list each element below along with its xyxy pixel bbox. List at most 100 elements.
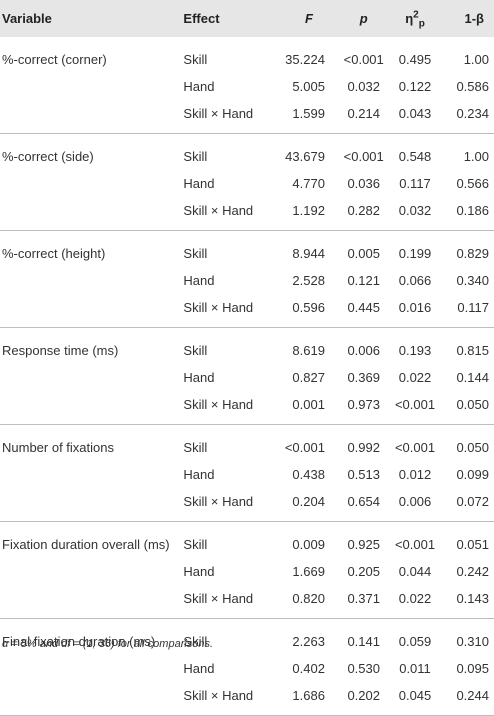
variable-cell bbox=[0, 267, 183, 294]
variable-cell bbox=[0, 461, 183, 488]
variable-cell bbox=[0, 655, 183, 682]
p-value-cell: 0.036 bbox=[347, 176, 380, 191]
p-value-cell: 0.214 bbox=[336, 100, 391, 134]
f-value-cell: 5.005 bbox=[292, 79, 325, 94]
p-value-cell: 0.005 bbox=[347, 246, 380, 261]
variable-cell bbox=[0, 391, 184, 425]
variable-cell bbox=[0, 73, 183, 100]
variable-cell bbox=[0, 294, 184, 328]
eta-squared-cell: 0.199 bbox=[398, 246, 432, 261]
eta-squared-cell: 0.045 bbox=[390, 682, 440, 716]
power-cell: 0.050 bbox=[439, 391, 494, 425]
eta-squared-cell: <0.001 bbox=[394, 537, 436, 552]
eta-squared-cell: <0.001 bbox=[390, 391, 440, 425]
f-value-cell: 1.686 bbox=[264, 682, 337, 716]
f-value-cell: <0.001 bbox=[284, 440, 325, 455]
effect-cell: Skill bbox=[183, 634, 208, 649]
header-power: 1-β bbox=[439, 0, 494, 37]
power-cell: 0.340 bbox=[456, 273, 489, 288]
p-value-cell: 0.371 bbox=[336, 585, 391, 619]
p-value-cell: 0.445 bbox=[336, 294, 391, 328]
f-value-cell: 2.263 bbox=[292, 634, 325, 649]
variable-cell bbox=[0, 585, 184, 619]
table-row: Number of fixations Skill <0.001 0.992 <0.00… bbox=[0, 425, 494, 462]
table-body: %-correct (corner) Skill 35.224 <0.001 0.495… bbox=[0, 37, 494, 716]
power-cell: 0.310 bbox=[456, 634, 489, 649]
table-footnote: α = 5% and df = (1, 36) for all comparis… bbox=[2, 638, 214, 650]
table-header: Variable Effect F p η2p 1-β bbox=[0, 0, 494, 37]
variable-cell bbox=[0, 170, 183, 197]
header-row: Variable Effect F p η2p 1-β bbox=[0, 0, 494, 37]
table-row: Hand 5.005 0.032 0.122 0.586 bbox=[0, 73, 494, 100]
power-cell: 0.099 bbox=[456, 467, 489, 482]
table-row: Response time (ms) Skill 8.619 0.006 0.193 0.… bbox=[0, 328, 494, 365]
eta-squared-cell: 0.059 bbox=[398, 634, 432, 649]
variable-cell: Number of fixations bbox=[2, 440, 114, 455]
effect-cell: Skill × Hand bbox=[183, 391, 265, 425]
table-row: %-correct (side) Skill 43.679 <0.001 0.548 1.… bbox=[0, 134, 494, 171]
variable-cell: %-correct (height) bbox=[2, 246, 106, 261]
effect-cell: Hand bbox=[183, 467, 215, 482]
header-p: p bbox=[336, 0, 391, 37]
p-value-cell: <0.001 bbox=[343, 52, 384, 67]
power-cell: 0.815 bbox=[456, 343, 489, 358]
eta-squared-cell: 0.032 bbox=[390, 197, 440, 231]
f-value-cell: 0.596 bbox=[264, 294, 337, 328]
effect-cell: Skill bbox=[183, 343, 208, 358]
f-value-cell: 35.224 bbox=[285, 52, 325, 67]
effect-cell: Skill bbox=[183, 440, 208, 455]
effect-cell: Hand bbox=[183, 661, 215, 676]
p-value-cell: 0.205 bbox=[347, 564, 380, 579]
power-cell: 0.186 bbox=[439, 197, 494, 231]
effect-cell: Skill bbox=[183, 537, 208, 552]
power-cell: 0.072 bbox=[439, 488, 494, 522]
f-value-cell: 2.528 bbox=[292, 273, 325, 288]
f-value-cell: 4.770 bbox=[292, 176, 325, 191]
table-row: Hand 4.770 0.036 0.117 0.566 bbox=[0, 170, 494, 197]
p-value-cell: 0.513 bbox=[347, 467, 380, 482]
effect-cell: Skill bbox=[183, 52, 208, 67]
eta-squared-cell: 0.193 bbox=[398, 343, 432, 358]
eta-squared-cell: 0.043 bbox=[390, 100, 440, 134]
eta-squared-cell: 0.495 bbox=[398, 52, 432, 67]
variable-cell: Final fixation duration (ms) bbox=[2, 634, 156, 649]
table-row: Skill × Hand 0.001 0.973 <0.001 0.050 bbox=[0, 391, 494, 425]
p-value-cell: 0.973 bbox=[336, 391, 391, 425]
effect-cell: Skill × Hand bbox=[183, 682, 265, 716]
table-row: %-correct (height) Skill 8.944 0.005 0.199 0.… bbox=[0, 231, 494, 268]
p-value-cell: 0.202 bbox=[336, 682, 391, 716]
power-cell: 1.00 bbox=[463, 149, 489, 164]
header-eta-symbol: η bbox=[405, 11, 414, 26]
f-value-cell: 0.438 bbox=[292, 467, 325, 482]
variable-cell: Response time (ms) bbox=[2, 343, 119, 358]
variable-cell bbox=[0, 488, 184, 522]
variable-cell bbox=[0, 558, 183, 585]
eta-squared-cell: 0.006 bbox=[390, 488, 440, 522]
eta-squared-cell: 0.016 bbox=[390, 294, 440, 328]
header-eta-subscript: p bbox=[418, 18, 425, 30]
power-cell: 0.144 bbox=[456, 370, 489, 385]
p-value-cell: 0.925 bbox=[347, 537, 380, 552]
f-value-cell: 8.944 bbox=[292, 246, 325, 261]
f-value-cell: 1.669 bbox=[292, 564, 325, 579]
table-row: Skill × Hand 1.599 0.214 0.043 0.234 bbox=[0, 100, 494, 134]
header-f: F bbox=[264, 0, 337, 37]
eta-squared-cell: 0.022 bbox=[390, 585, 440, 619]
f-value-cell: 1.192 bbox=[264, 197, 337, 231]
eta-squared-cell: 0.022 bbox=[398, 370, 432, 385]
eta-squared-cell: 0.548 bbox=[398, 149, 432, 164]
p-value-cell: 0.992 bbox=[347, 440, 380, 455]
eta-squared-cell: 0.066 bbox=[398, 273, 432, 288]
variable-cell: %-correct (corner) bbox=[2, 52, 107, 67]
variable-cell: %-correct (side) bbox=[2, 149, 94, 164]
table-row: Skill × Hand 0.596 0.445 0.016 0.117 bbox=[0, 294, 494, 328]
effect-cell: Skill bbox=[183, 149, 208, 164]
power-cell: 0.234 bbox=[439, 100, 494, 134]
eta-squared-cell: 0.012 bbox=[398, 467, 432, 482]
f-value-cell: 43.679 bbox=[285, 149, 325, 164]
eta-squared-cell: <0.001 bbox=[394, 440, 436, 455]
variable-cell: Fixation duration overall (ms) bbox=[2, 537, 170, 552]
f-value-cell: 0.820 bbox=[264, 585, 337, 619]
